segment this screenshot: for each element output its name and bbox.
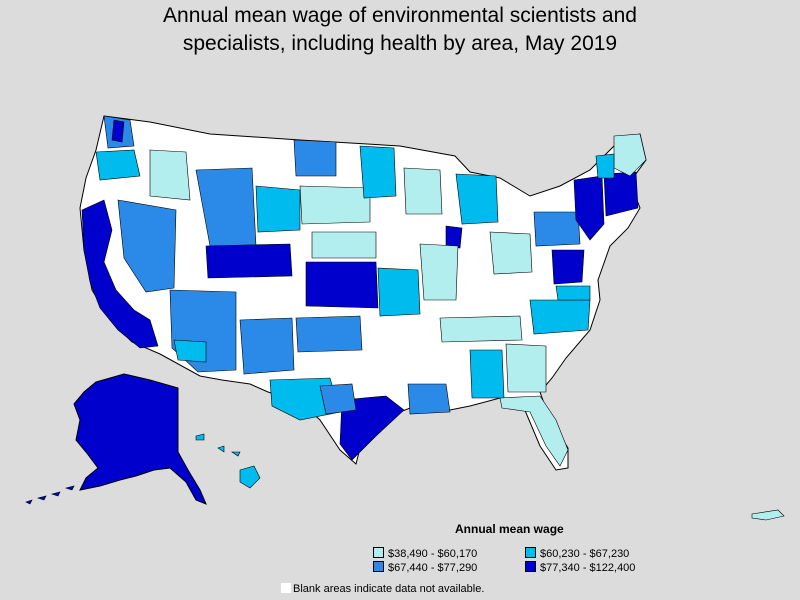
map-title: Annual mean wage of environmental scient… [0, 2, 800, 58]
blank-areas-note: Blank areas indicate data not available. [281, 583, 484, 595]
aleutian-islands [25, 485, 75, 505]
legend-title: Annual mean wage [455, 522, 564, 536]
region-alabama [469, 349, 505, 399]
region-virginia-dc [551, 249, 585, 285]
puerto-rico [751, 509, 785, 521]
region-dakotas [299, 185, 371, 225]
region-texas-coast [339, 395, 405, 461]
region-new-england [603, 171, 639, 217]
region-wyoming [255, 185, 301, 233]
region-pennsylvania [533, 211, 581, 247]
region-montana [293, 139, 337, 177]
legend-item: $38,490 - $60,170 [373, 547, 477, 560]
legend-label: $60,230 - $67,230 [540, 548, 630, 560]
region-idaho [149, 149, 191, 201]
title-line-2: specialists, including health by area, M… [182, 32, 618, 55]
region-kansas [305, 261, 379, 309]
title-line-1: Annual mean wage of environmental scient… [163, 4, 637, 27]
region-maryland [555, 285, 591, 301]
note-text: Blank areas indicate data not available. [293, 583, 485, 595]
legend-swatch [373, 561, 384, 572]
region-maine [613, 133, 647, 177]
legend-swatch [525, 561, 536, 572]
wage-regions [81, 115, 647, 467]
region-olympia [111, 119, 125, 143]
region-louisiana [407, 383, 451, 415]
region-colorado [205, 243, 293, 279]
region-minnesota [359, 145, 397, 199]
region-chicago [445, 225, 463, 249]
region-michigan [455, 173, 499, 225]
legend-label: $67,440 - $77,290 [388, 562, 478, 574]
region-missouri [377, 267, 421, 317]
blank-swatch [281, 583, 291, 593]
region-california [81, 199, 159, 349]
region-nebraska [311, 231, 377, 259]
legend-item: $67,440 - $77,290 [373, 561, 477, 574]
legend-swatch [373, 547, 384, 558]
hawaii [195, 433, 261, 489]
region-new-mexico [239, 317, 295, 375]
legend-item: $60,230 - $67,230 [525, 547, 629, 560]
legend-label: $77,340 - $122,400 [540, 562, 636, 574]
legend-swatch [525, 547, 536, 558]
region-oklahoma [295, 315, 363, 353]
region-new-york [573, 175, 605, 241]
region-texas-central [319, 383, 357, 415]
legend-item: $77,340 - $122,400 [525, 561, 635, 574]
region-tennessee [439, 315, 523, 343]
legend-label: $38,490 - $60,170 [388, 548, 478, 560]
alaska [73, 373, 207, 505]
region-florida [499, 395, 569, 467]
region-georgia [505, 343, 547, 393]
region-ohio [489, 231, 533, 275]
region-wisconsin [403, 167, 443, 215]
region-oregon [95, 149, 141, 181]
region-illinois [419, 243, 459, 301]
region-arizona-south [173, 339, 207, 363]
region-vermont [595, 153, 615, 179]
region-nevada [117, 199, 177, 293]
region-carolinas [529, 299, 591, 335]
